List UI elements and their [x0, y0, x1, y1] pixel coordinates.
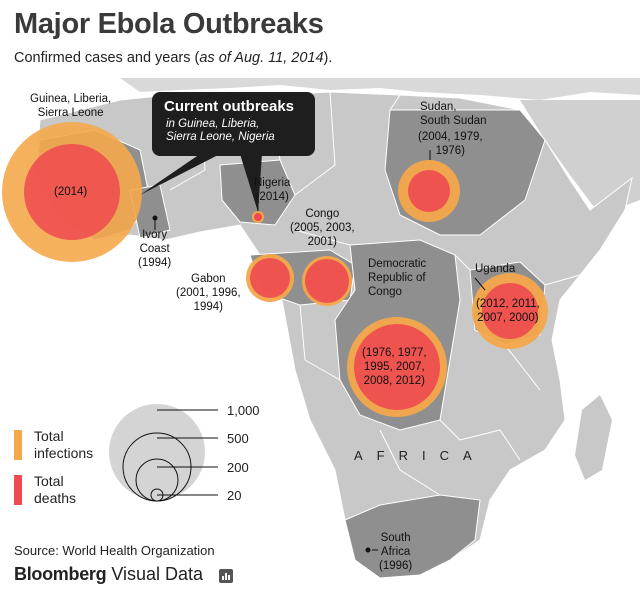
label-south-africa: South Africa (1996): [379, 532, 413, 572]
size-legend: [109, 404, 218, 502]
south-africa-marker: [365, 547, 371, 553]
outbreak-sudan: [398, 160, 460, 222]
size-label-200: 200: [227, 460, 249, 475]
outbreak-guinea: [2, 122, 142, 262]
outbreak-drc: [347, 317, 447, 417]
size-label-500: 500: [227, 431, 249, 446]
label-congo: Congo (2005, 2003, 2001): [290, 208, 355, 248]
ivory-coast-marker: [152, 215, 158, 221]
label-sudan-years: (2004, 1979, 1976): [418, 131, 483, 157]
europe-landmass: [120, 78, 640, 100]
callout-pointer-nigeria: [240, 154, 262, 212]
bar-chart-icon: [219, 569, 233, 583]
outbreak-gabon: [246, 254, 294, 302]
label-nigeria: Nigeria (2014): [254, 177, 291, 203]
label-uganda: Uganda: [475, 263, 516, 275]
callout-pointer: [140, 154, 220, 195]
label-ivory-coast: Ivory Coast (1994): [138, 229, 172, 269]
label-guinea: Guinea, Liberia, Sierra Leone: [30, 93, 112, 119]
page-subtitle: Confirmed cases and years (as of Aug. 11…: [14, 50, 333, 66]
label-drc: Democratic Republic of Congo: [368, 258, 427, 298]
deaths-swatch: [14, 475, 22, 505]
label-drc-years: (1976, 1977, 1995, 2007, 2008, 2012): [362, 347, 427, 387]
callout-subtext: in Guinea, Liberia, Sierra Leone, Nigeria: [166, 118, 275, 143]
page-title: Major Ebola Outbreaks: [14, 8, 324, 40]
current-outbreaks-callout: Current outbreaks in Guinea, Liberia, Sie…: [152, 92, 315, 156]
region-label-africa: AFRICA: [354, 448, 486, 463]
callout-heading: Current outbreaks: [164, 98, 295, 115]
outbreak-uganda: [472, 273, 548, 349]
label-guinea-years: (2014): [54, 186, 88, 198]
madagascar: [575, 395, 612, 480]
size-label-1000: 1,000: [227, 403, 260, 418]
label-gabon: Gabon (2001, 1996, 1994): [176, 273, 241, 313]
country-south-africa: [344, 494, 481, 579]
size-label-20: 20: [227, 488, 242, 503]
middle-east-landmass: [520, 100, 640, 215]
infections-swatch: [14, 430, 22, 460]
label-uganda-years: (2012, 2011, 2007, 2000): [476, 298, 540, 324]
source-note: Source: World Health Organization: [14, 543, 215, 558]
label-sudan: Sudan, South Sudan: [420, 101, 487, 127]
outbreak-nigeria: [252, 211, 264, 223]
brand-logo: Bloomberg Visual Data: [14, 564, 204, 584]
outbreak-congo: [302, 256, 352, 306]
